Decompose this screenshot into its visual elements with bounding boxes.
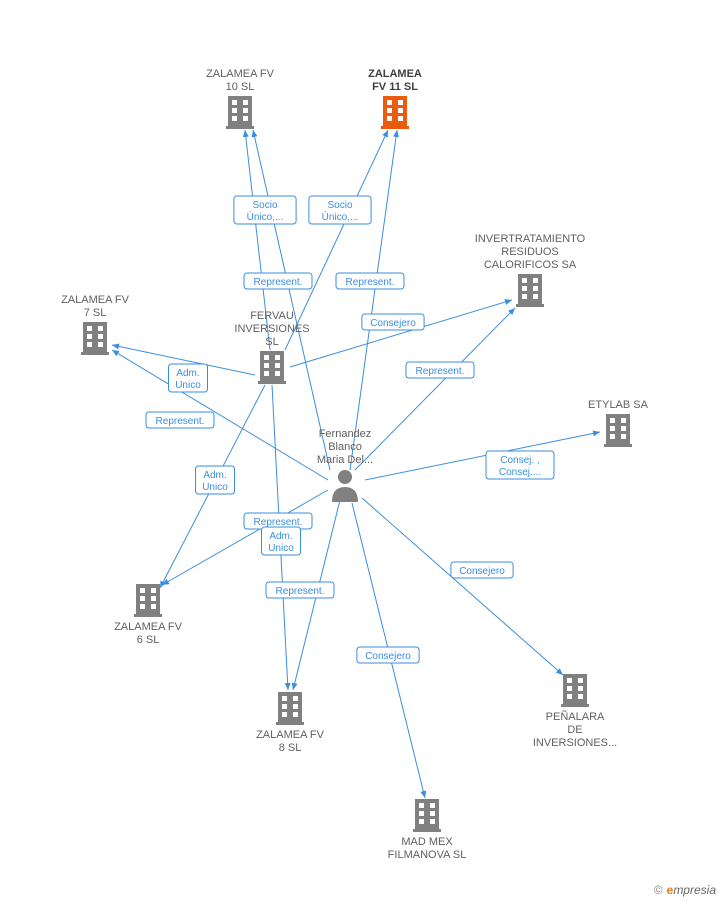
person-node[interactable]: FernandezBlancoMaria Del...	[317, 428, 373, 502]
node-label: 6 SL	[137, 634, 160, 646]
node-label: FERVAU	[250, 310, 294, 322]
brand-rest: mpresia	[673, 883, 716, 897]
building-icon	[276, 692, 304, 725]
node-label: ZALAMEA FV	[114, 621, 183, 633]
edge	[350, 130, 397, 470]
edge-label-text: Represent.	[416, 366, 465, 377]
edge-label-text: Consejero	[365, 651, 411, 662]
edge-label-text: Único,...	[322, 210, 359, 223]
company-node[interactable]: ZALAMEA FV6 SL	[114, 584, 183, 646]
edge-label-text: Consej. ,	[500, 455, 539, 466]
company-node[interactable]: ZALAMEA FV7 SL	[61, 294, 130, 355]
edge	[290, 300, 512, 367]
edge-label-text: Adm.	[176, 368, 199, 379]
network-diagram: SocioÚnico,...SocioÚnico,...Represent.Re…	[0, 0, 728, 905]
edge-label-text: Socio	[252, 200, 277, 211]
node-label: CALORIFICOS SA	[484, 259, 577, 271]
node-label: 7 SL	[84, 307, 107, 319]
edge-label-text: Socio	[327, 200, 352, 211]
company-node[interactable]: INVERTRATAMIENTORESIDUOSCALORIFICOS SA	[475, 233, 586, 307]
company-node[interactable]: ZALAMEA FV10 SL	[206, 68, 275, 129]
node-label: MAD MEX	[401, 836, 453, 848]
watermark: ©empresia	[654, 883, 716, 897]
edge-label-text: Consej....	[499, 467, 541, 478]
edge	[112, 350, 328, 480]
building-icon	[381, 96, 409, 129]
node-label: ZALAMEA	[368, 68, 422, 80]
edge	[355, 308, 515, 470]
node-label: ETYLAB SA	[588, 399, 649, 411]
company-node[interactable]: ZALAMEA FV8 SL	[256, 692, 325, 754]
edge-label-text: Unico	[202, 482, 228, 493]
node-label: INVERSIONES...	[533, 737, 617, 749]
node-label: PEÑALARA	[546, 710, 605, 723]
edge-label-text: Consejero	[459, 566, 505, 577]
edge-label-text: Consejero	[370, 318, 416, 329]
node-label: Blanco	[328, 441, 362, 453]
company-node[interactable]: PEÑALARADEINVERSIONES...	[533, 674, 617, 749]
building-icon	[413, 799, 441, 832]
company-node[interactable]: ZALAMEAFV 11 SL	[368, 68, 422, 129]
node-label: INVERSIONES	[234, 323, 309, 335]
copyright-symbol: ©	[654, 883, 663, 897]
person-icon	[332, 470, 358, 502]
edge-label-text: Unico	[268, 543, 294, 554]
edge-label-text: Represent.	[276, 586, 325, 597]
edge-label-text: Adm.	[269, 531, 292, 542]
edge	[365, 432, 600, 480]
building-icon	[258, 351, 286, 384]
edge-label-text: Único,...	[247, 210, 284, 223]
node-label: SL	[265, 336, 278, 348]
edge-label-text: Unico	[175, 380, 201, 391]
edge-label-text: Represent.	[346, 277, 395, 288]
building-icon	[516, 274, 544, 307]
node-label: ZALAMEA FV	[61, 294, 130, 306]
building-icon	[81, 322, 109, 355]
building-icon	[226, 96, 254, 129]
building-icon	[134, 584, 162, 617]
node-label: Maria Del...	[317, 454, 373, 466]
edge	[162, 490, 328, 585]
building-icon	[604, 414, 632, 447]
company-node[interactable]: ETYLAB SA	[588, 399, 649, 447]
node-label: 10 SL	[226, 81, 255, 93]
company-node[interactable]: MAD MEXFILMANOVA SL	[388, 799, 467, 861]
node-label: FILMANOVA SL	[388, 849, 467, 861]
edge-label-text: Represent.	[254, 277, 303, 288]
node-label: INVERTRATAMIENTO	[475, 233, 586, 245]
node-label: DE	[567, 724, 582, 736]
edge-label-text: Adm.	[203, 470, 226, 481]
node-label: ZALAMEA FV	[206, 68, 275, 80]
node-label: 8 SL	[279, 742, 302, 754]
edge-label-text: Represent.	[156, 416, 205, 427]
node-label: ZALAMEA FV	[256, 729, 325, 741]
node-label: FV 11 SL	[372, 81, 418, 93]
node-label: RESIDUOS	[501, 246, 558, 258]
building-icon	[561, 674, 589, 707]
edge-label-text: Represent.	[254, 517, 303, 528]
node-label: Fernandez	[319, 428, 372, 440]
